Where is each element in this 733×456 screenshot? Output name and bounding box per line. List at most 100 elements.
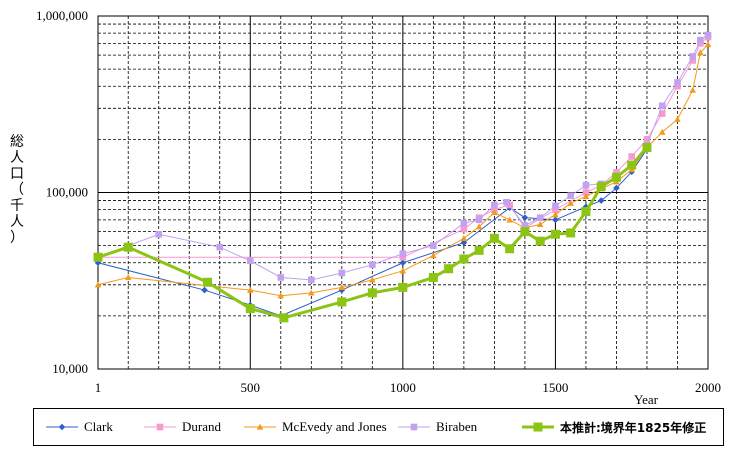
y-axis-label-char: 総 xyxy=(10,134,24,150)
y-tick-label: 100,000 xyxy=(46,185,88,200)
data-point xyxy=(533,422,543,432)
data-point xyxy=(520,227,530,237)
data-point xyxy=(611,172,621,182)
data-point xyxy=(536,221,544,227)
series-4 xyxy=(94,31,712,284)
data-point xyxy=(642,142,652,152)
data-point xyxy=(491,209,498,216)
series-group xyxy=(93,31,712,323)
data-point xyxy=(444,264,454,274)
data-point xyxy=(410,423,418,431)
data-point xyxy=(552,216,559,224)
data-point xyxy=(521,222,529,229)
series-line xyxy=(97,34,709,281)
data-point xyxy=(201,286,208,294)
data-point xyxy=(489,233,499,243)
y-tick-label: 1,000,000 xyxy=(36,8,88,23)
data-point xyxy=(308,276,315,284)
data-point xyxy=(582,181,590,189)
data-point xyxy=(674,79,681,86)
y-axis-label-char: ） xyxy=(10,230,24,246)
plot-frame xyxy=(97,15,709,370)
data-point xyxy=(674,115,681,122)
data-point xyxy=(338,284,346,291)
data-point xyxy=(689,57,697,64)
data-point xyxy=(503,198,510,206)
data-point xyxy=(566,228,576,238)
data-point xyxy=(550,229,560,239)
data-point xyxy=(156,423,164,431)
legend-label: Clark xyxy=(84,419,113,434)
x-tick-label: 500 xyxy=(241,380,261,395)
data-point xyxy=(94,259,102,267)
data-point xyxy=(277,292,285,299)
data-point xyxy=(643,136,651,143)
data-point xyxy=(460,225,468,233)
legend-swatch xyxy=(244,423,276,430)
data-point xyxy=(460,239,468,246)
legend-label: McEvedy and Jones xyxy=(282,419,387,434)
data-point xyxy=(627,160,637,170)
data-point xyxy=(581,207,591,217)
data-point xyxy=(491,201,498,209)
grid-lines xyxy=(98,16,708,369)
data-point xyxy=(399,267,407,274)
legend-item: Clark xyxy=(44,409,113,445)
data-point xyxy=(430,242,437,249)
x-tick-label: 1 xyxy=(95,380,102,395)
data-point xyxy=(658,128,666,135)
y-axis-label-char: 千 xyxy=(10,198,24,214)
legend-swatch xyxy=(144,423,176,431)
data-point xyxy=(567,199,574,206)
data-point xyxy=(460,235,468,241)
data-point xyxy=(246,286,254,293)
x-tick-label: 2000 xyxy=(695,380,721,395)
data-point xyxy=(689,53,697,60)
data-point xyxy=(475,223,483,230)
data-point xyxy=(430,252,437,259)
legend-swatch xyxy=(398,423,430,431)
legend-item: McEvedy and Jones xyxy=(242,409,387,445)
data-point xyxy=(246,257,254,265)
data-point xyxy=(399,250,407,258)
data-point xyxy=(535,236,545,246)
data-point xyxy=(582,189,590,196)
legend-swatch xyxy=(522,422,554,432)
data-point xyxy=(94,281,102,288)
data-point xyxy=(704,41,712,48)
y-axis-label-char: 口 xyxy=(10,166,24,182)
data-point xyxy=(628,153,636,160)
legend-item: 本推計:境界年1825年修正 xyxy=(520,409,706,445)
data-point xyxy=(697,36,704,44)
x-axis-label: Year xyxy=(634,392,659,407)
data-point xyxy=(521,214,529,221)
data-point xyxy=(597,197,605,204)
data-point xyxy=(505,244,515,254)
data-point xyxy=(704,31,712,39)
data-point xyxy=(552,211,559,218)
data-point xyxy=(337,297,347,307)
data-point xyxy=(398,282,408,292)
data-point xyxy=(123,242,133,252)
data-point xyxy=(552,202,559,210)
data-point xyxy=(277,274,285,281)
data-point xyxy=(58,423,66,431)
data-point xyxy=(674,82,681,90)
data-point xyxy=(369,261,376,268)
x-tick-label: 1000 xyxy=(390,380,416,395)
data-point xyxy=(256,423,264,430)
data-point xyxy=(658,110,666,117)
data-point xyxy=(124,274,132,281)
data-point xyxy=(216,243,224,251)
data-point xyxy=(474,245,484,255)
data-point xyxy=(582,203,590,211)
series-5 xyxy=(93,142,652,323)
y-axis-label-char: （ xyxy=(10,182,24,198)
data-point xyxy=(203,277,213,287)
legend-label: Biraben xyxy=(436,419,478,434)
data-point xyxy=(697,49,704,56)
y-tick-label: 10,000 xyxy=(52,361,88,376)
data-point xyxy=(399,253,407,261)
